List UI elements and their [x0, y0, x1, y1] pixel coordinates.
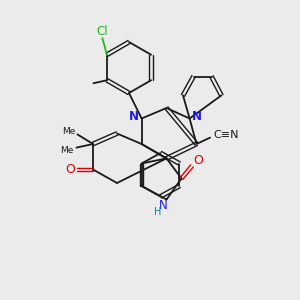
Text: H: H — [154, 207, 161, 217]
Text: Me: Me — [62, 127, 75, 136]
Text: Me: Me — [60, 146, 74, 155]
Text: N: N — [192, 110, 202, 124]
Text: O: O — [193, 154, 203, 167]
Text: N: N — [159, 199, 168, 212]
Text: N: N — [129, 110, 139, 124]
Text: C≡N: C≡N — [214, 130, 239, 140]
Text: Cl: Cl — [97, 25, 108, 38]
Text: O: O — [65, 163, 75, 176]
